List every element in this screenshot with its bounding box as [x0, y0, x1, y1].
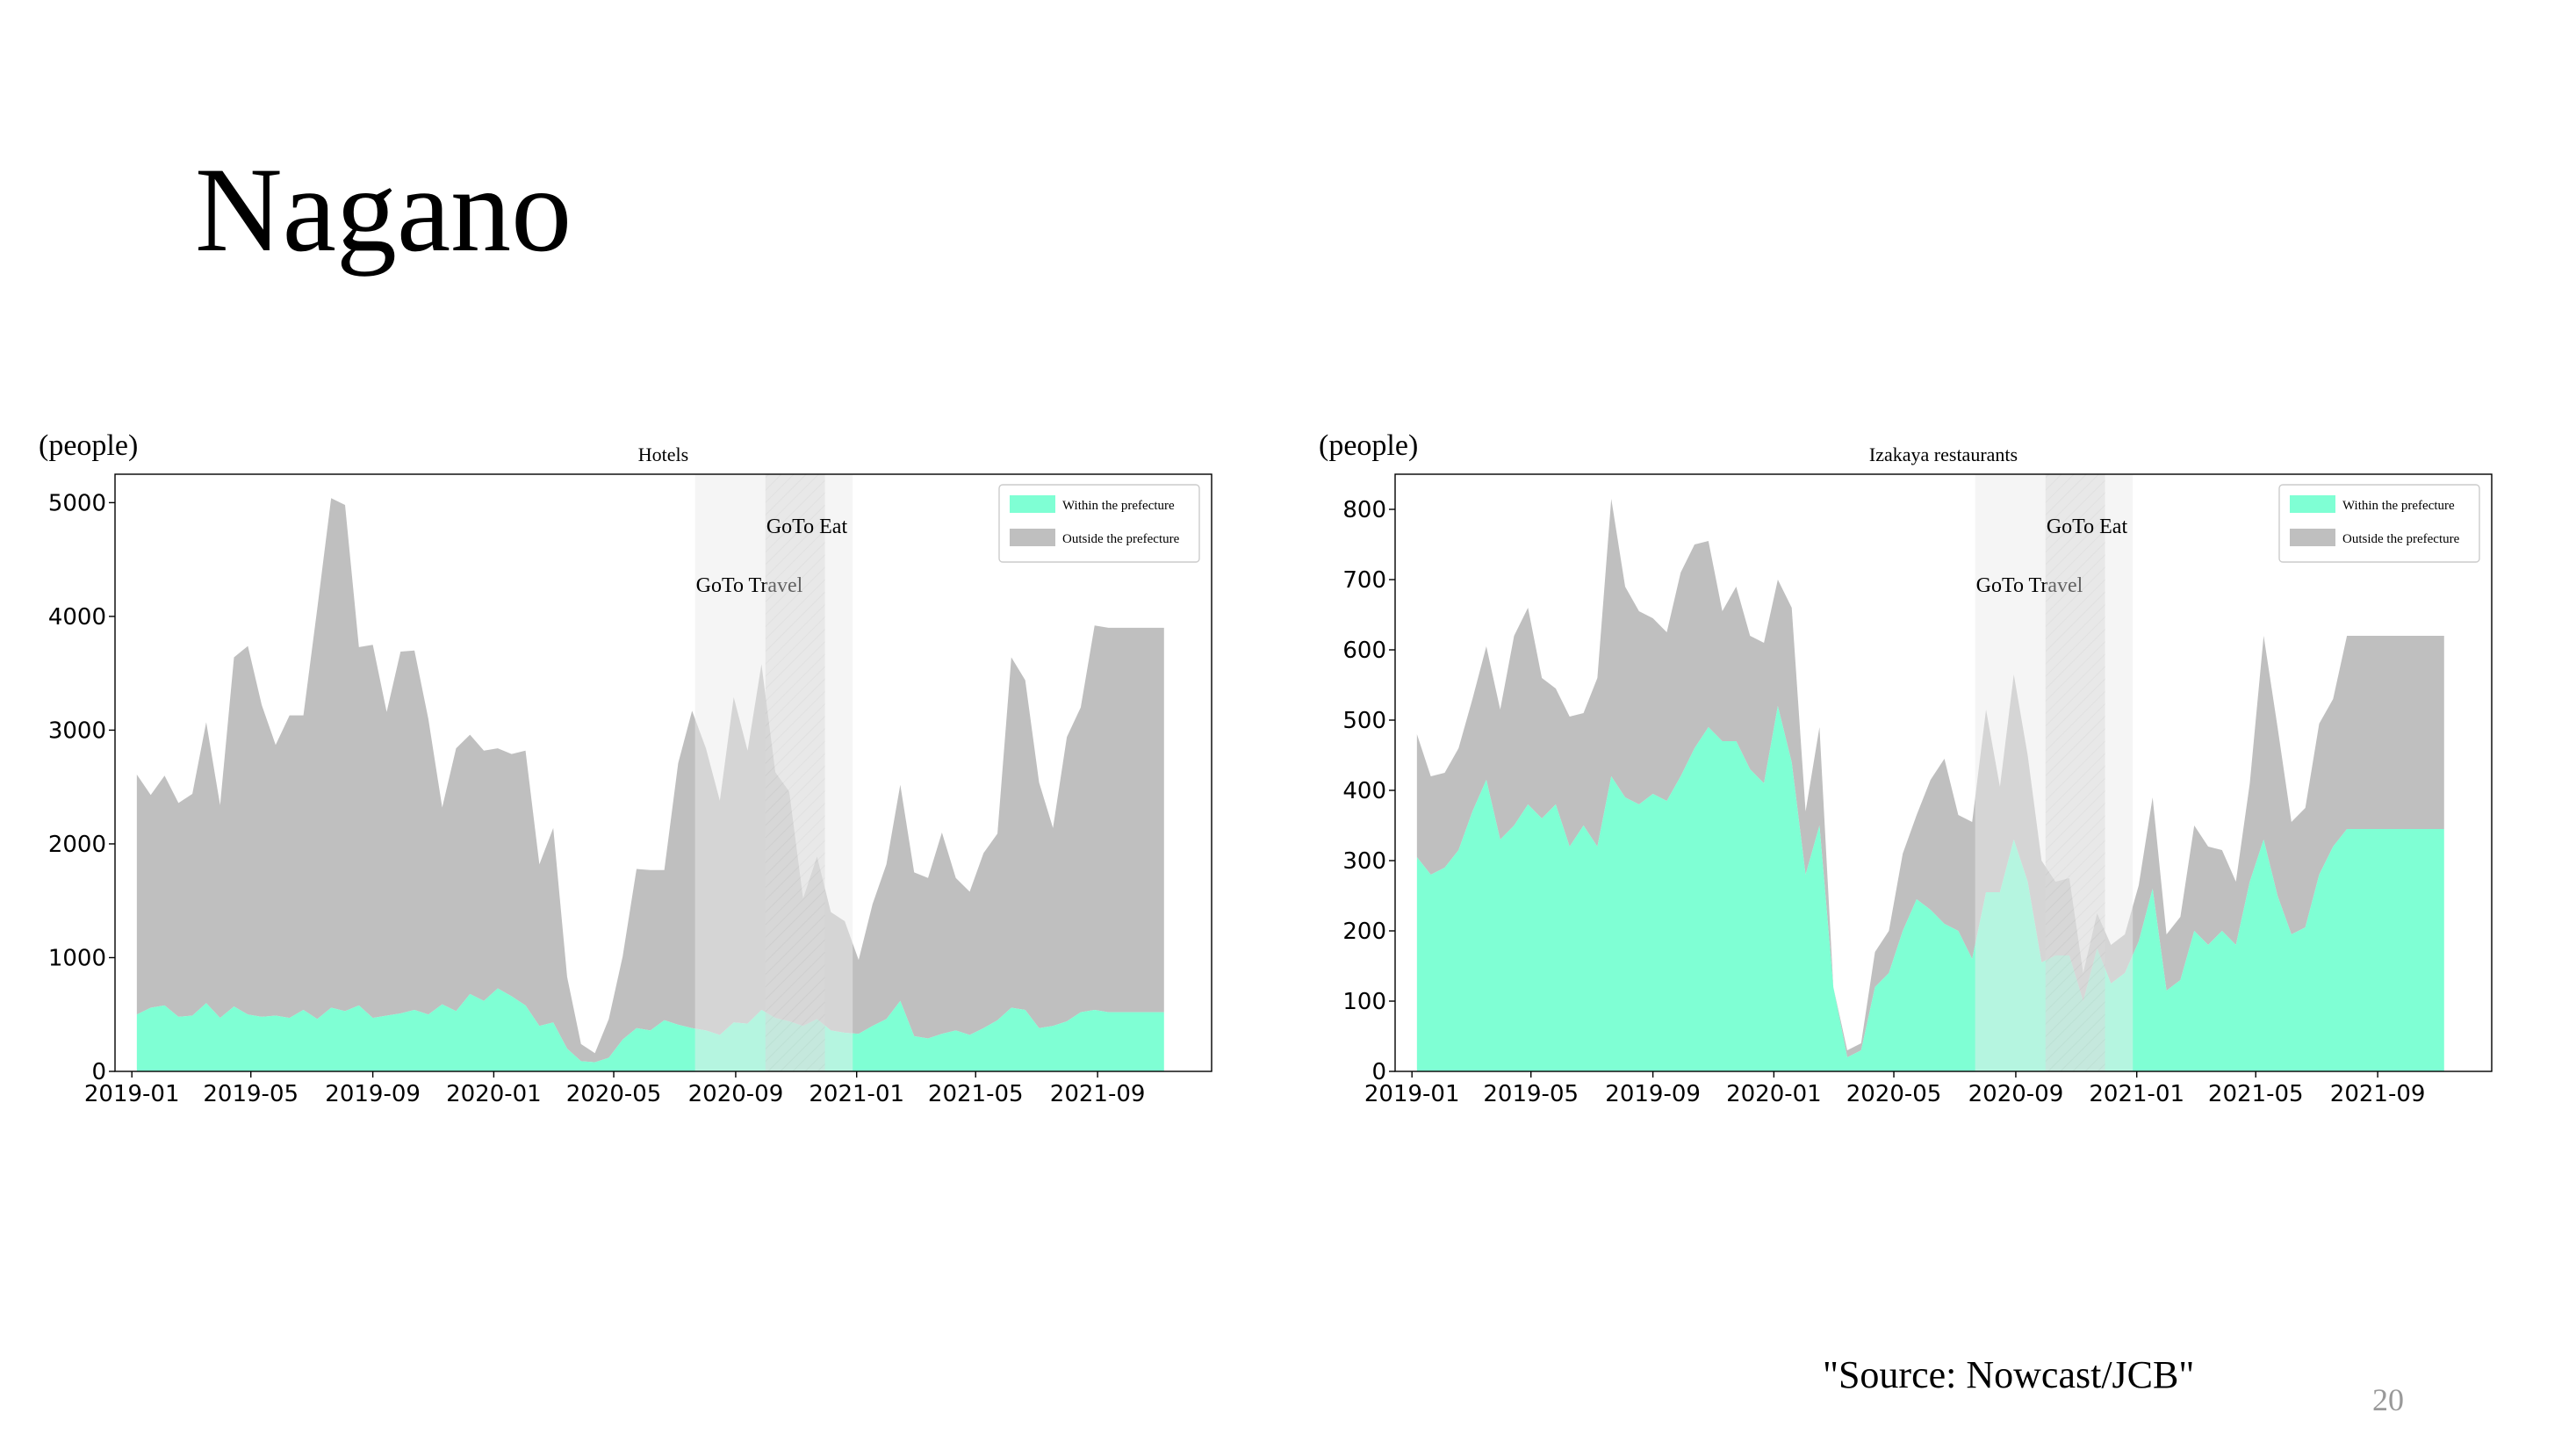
period-band-goto-eat [765, 474, 825, 1071]
series-area-outside-prefecture [136, 498, 1164, 1063]
plot-frame [114, 473, 1212, 1072]
page-number: 20 [2372, 1382, 2404, 1417]
legend: Within the prefecture Outside the prefect… [998, 484, 1200, 563]
x-tick-label: 2019-09 [325, 1081, 421, 1107]
period-band-goto-eat [2045, 474, 2105, 1071]
legend: Within the prefecture Outside the prefect… [2278, 484, 2480, 563]
y-axis-label: (people) [39, 429, 138, 462]
legend-label-within: Within the prefecture [2342, 499, 2455, 513]
y-tick-label: 500 [1342, 708, 1386, 734]
chart-title: Hotels [638, 443, 688, 465]
y-tick-label: 0 [1371, 1059, 1386, 1085]
x-tick-label: 2019-01 [1364, 1081, 1460, 1107]
x-tick-label: 2021-09 [1050, 1081, 1146, 1107]
y-tick-label: 3000 [48, 717, 106, 744]
x-tick-label: 2020-09 [1968, 1081, 2064, 1107]
y-tick-label: 600 [1342, 638, 1386, 664]
x-tick-label: 2020-01 [1726, 1081, 1822, 1107]
x-tick-label: 2021-01 [2089, 1081, 2184, 1107]
source-note: "Source: Nowcast/JCB" [1823, 1353, 2195, 1396]
series-area-within-prefecture [136, 988, 1164, 1071]
series-area-within-prefecture [1416, 706, 2444, 1071]
x-tick-label: 2020-09 [688, 1081, 784, 1107]
period-label-goto-eat: GoTo Eat [766, 515, 848, 538]
y-tick-label: 800 [1342, 497, 1386, 523]
x-tick-label: 2021-05 [2208, 1081, 2304, 1107]
legend-swatch-outside [1010, 529, 1055, 546]
legend-label-outside: Outside the prefecture [1062, 532, 1180, 546]
y-tick-label: 200 [1342, 919, 1386, 945]
x-tick-label: 2021-05 [928, 1081, 1024, 1107]
y-tick-label: 5000 [48, 490, 106, 516]
legend-swatch-within [1010, 495, 1055, 513]
period-label-goto-eat: GoTo Eat [2047, 515, 2128, 538]
legend-swatch-within [2290, 495, 2335, 513]
x-tick-label: 2020-01 [446, 1081, 542, 1107]
legend-label-within: Within the prefecture [1062, 499, 1175, 513]
izakaya-chart: (people) Izakaya restaurants GoTo Travel Go… [1306, 422, 2562, 1124]
x-tick-label: 2021-01 [809, 1081, 904, 1107]
hotels-chart: (people) Hotels GoTo Travel GoTo Eat 0 1000 20… [26, 422, 1282, 1124]
y-tick-label: 2000 [48, 832, 106, 858]
x-tick-label: 2019-05 [203, 1081, 299, 1107]
y-tick-label: 1000 [48, 945, 106, 971]
plot-frame [1394, 473, 2493, 1072]
x-tick-label: 2019-01 [84, 1081, 180, 1107]
y-tick-label: 4000 [48, 604, 106, 631]
chart-title: Izakaya restaurants [1869, 443, 2018, 465]
slide-title: Nagano [195, 142, 572, 277]
y-tick-label: 700 [1342, 567, 1386, 594]
x-tick-label: 2021-09 [2330, 1081, 2426, 1107]
y-tick-label: 100 [1342, 989, 1386, 1015]
y-axis-label: (people) [1319, 429, 1418, 462]
series-area-outside-prefecture [1416, 499, 2444, 1057]
legend-swatch-outside [2290, 529, 2335, 546]
x-tick-label: 2020-05 [1846, 1081, 1942, 1107]
x-tick-label: 2019-05 [1483, 1081, 1579, 1107]
legend-label-outside: Outside the prefecture [2342, 532, 2460, 546]
x-tick-label: 2019-09 [1605, 1081, 1701, 1107]
y-tick-label: 0 [91, 1059, 106, 1085]
x-tick-label: 2020-05 [566, 1081, 662, 1107]
y-tick-label: 400 [1342, 778, 1386, 804]
y-tick-label: 300 [1342, 848, 1386, 875]
